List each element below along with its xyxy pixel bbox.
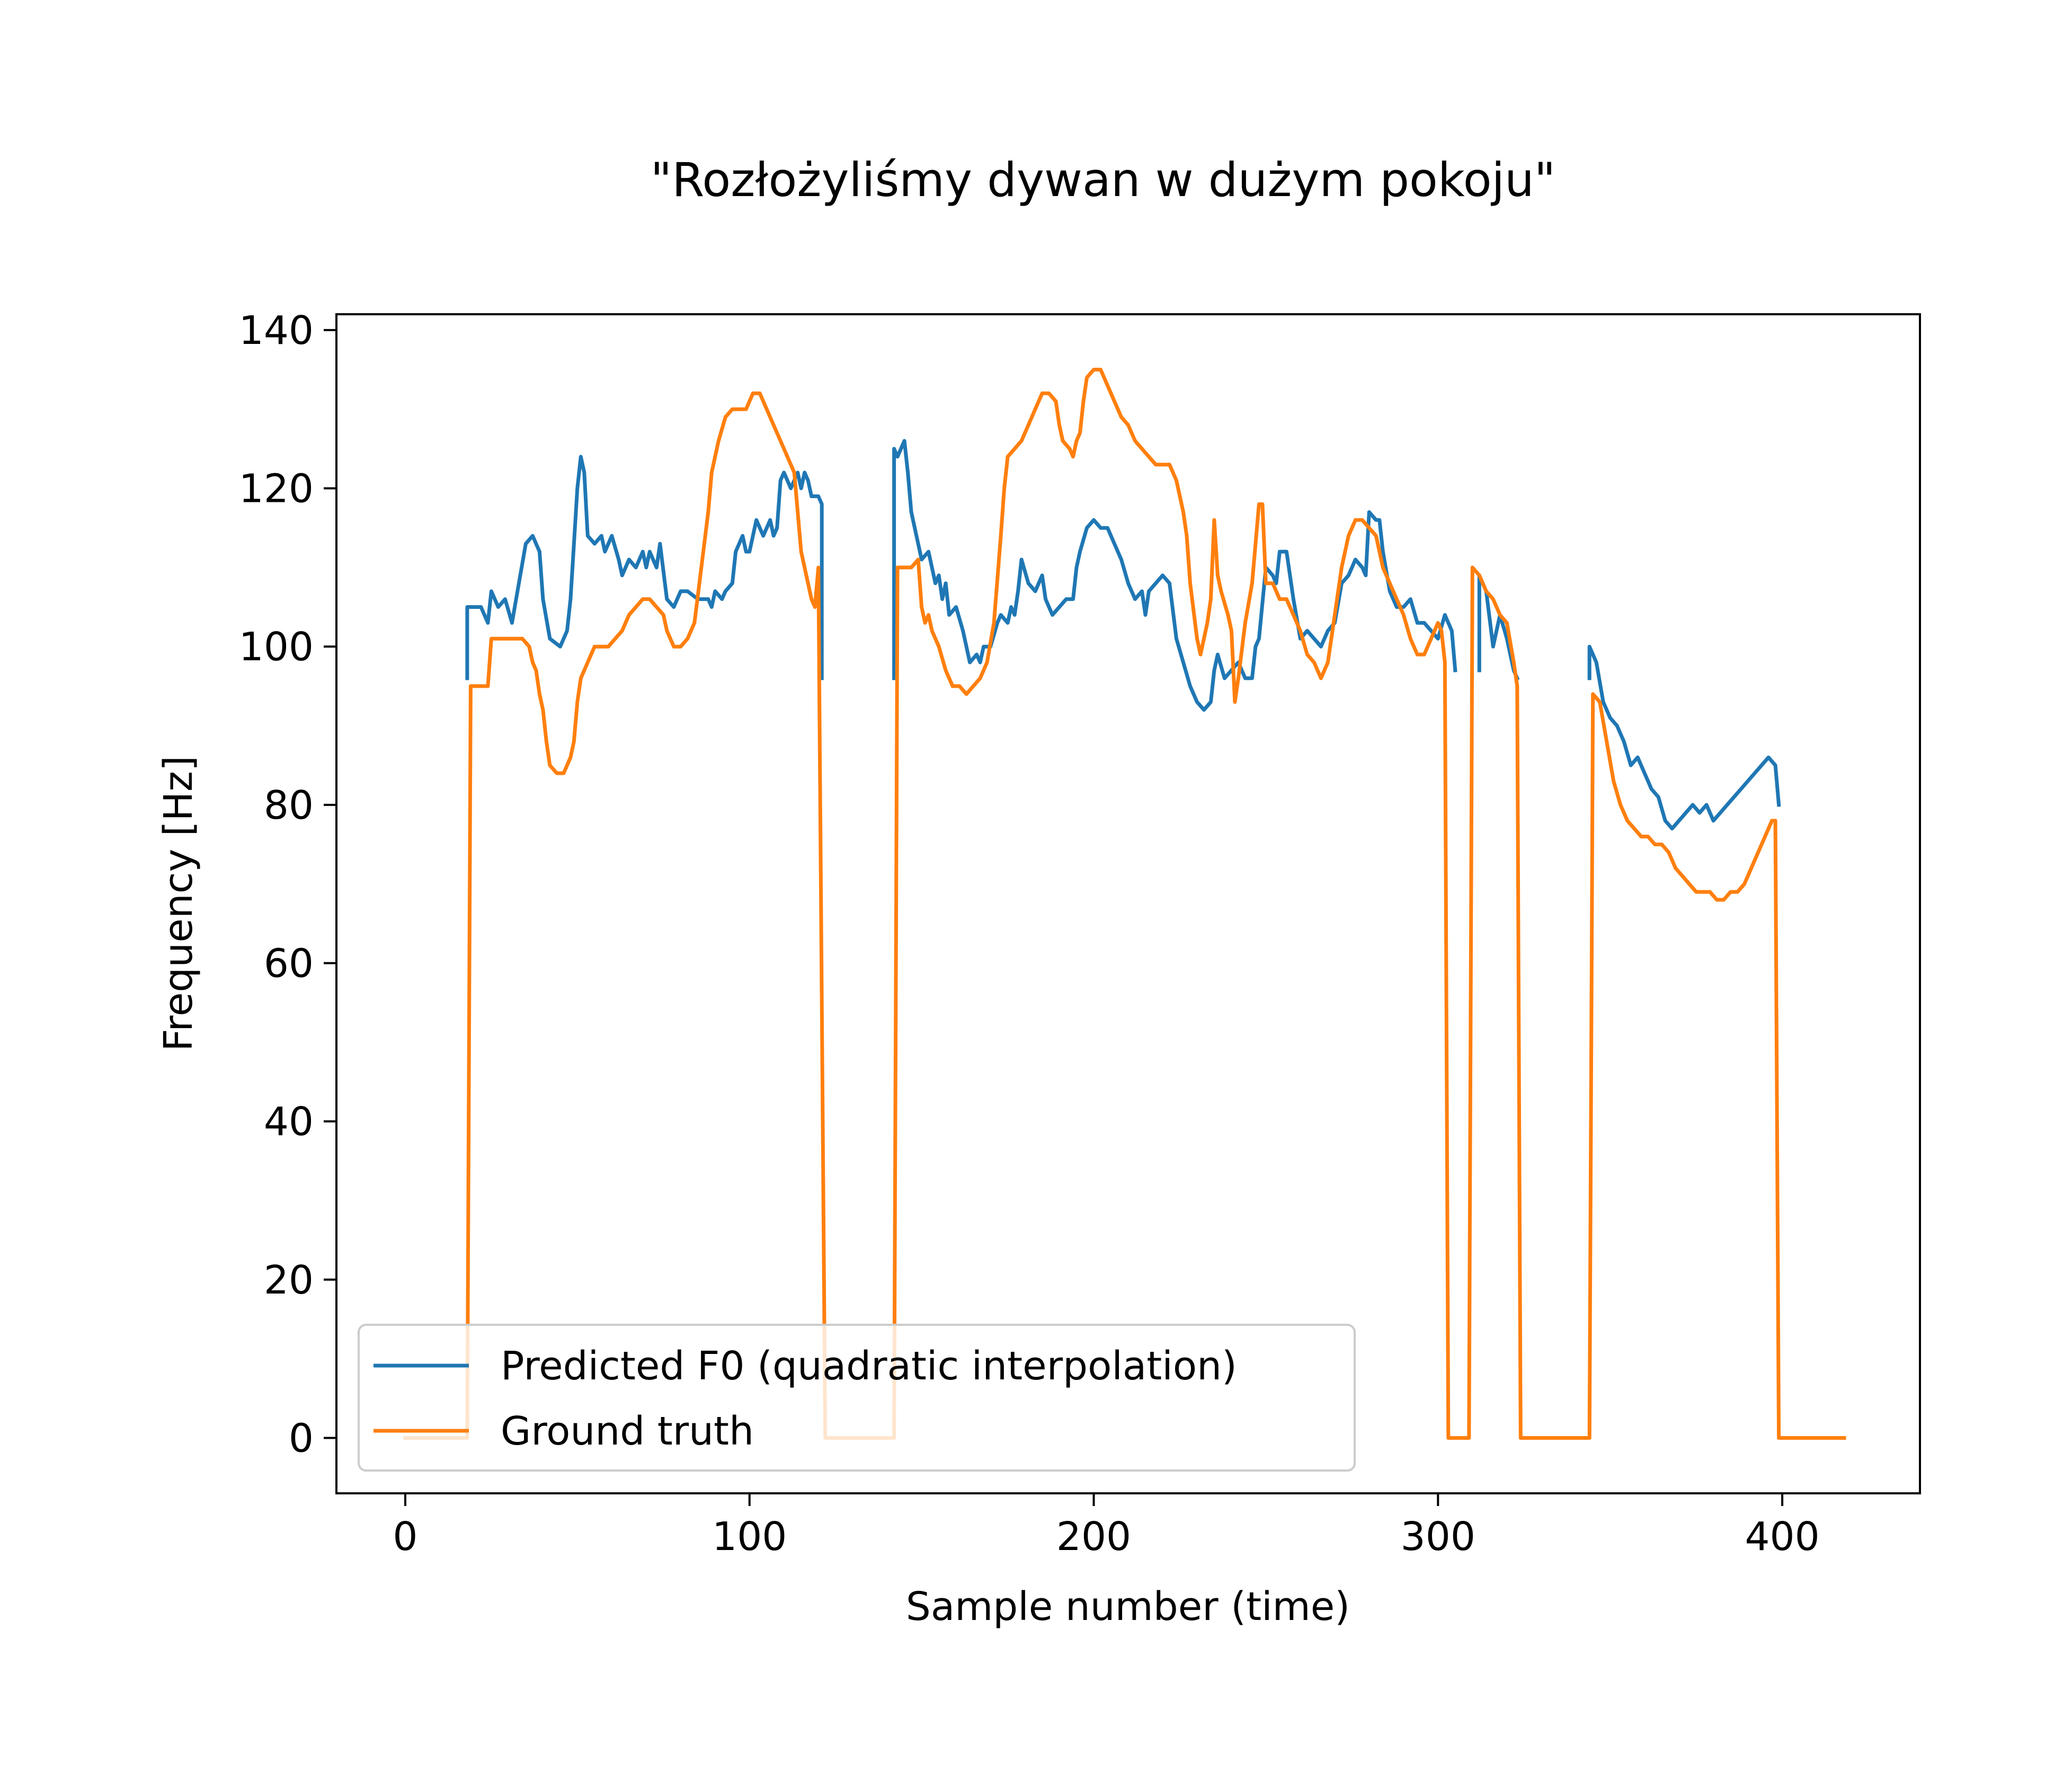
legend-box — [358, 1324, 1356, 1472]
x-tick-label: 300 — [1401, 1514, 1475, 1560]
x-tick-label: 200 — [1056, 1514, 1131, 1560]
y-tick-label: 20 — [264, 1257, 314, 1303]
y-tick-label: 140 — [239, 308, 314, 353]
y-axis: 0 20 40 60 80 100 120 140 — [239, 308, 336, 1461]
series-line-predicted-seg-0 — [465, 455, 824, 680]
legend: Predicted F0 (quadratic interpolation) G… — [358, 1324, 1356, 1472]
x-axis-label: Sample number (time) — [906, 1584, 1350, 1630]
y-tick-label: 60 — [264, 941, 314, 986]
series-layer — [403, 368, 1846, 1440]
series-line-predicted-seg-3 — [1587, 644, 1781, 831]
series-line-predicted-seg-1 — [892, 439, 1457, 712]
y-tick-label: 40 — [264, 1099, 314, 1145]
y-axis-label: Frequency [Hz] — [156, 756, 201, 1051]
y-tick-label: 100 — [239, 624, 314, 670]
y-tick-label: 80 — [264, 783, 314, 828]
y-tick-label: 0 — [289, 1415, 314, 1461]
x-tick-label: 100 — [712, 1514, 787, 1560]
chart-title: "Rozłożyliśmy dywan w dużym pokoju" — [651, 153, 1556, 207]
series-line-ground-truth — [403, 368, 1846, 1440]
y-tick-label: 120 — [239, 466, 314, 512]
legend-label-predicted: Predicted F0 (quadratic interpolation) — [501, 1343, 1237, 1389]
x-axis: 0 100 200 300 400 — [393, 1493, 1820, 1560]
plot-frame — [335, 313, 1921, 1494]
x-tick-label: 0 — [393, 1514, 417, 1560]
legend-label-ground-truth: Ground truth — [501, 1409, 754, 1454]
x-tick-label: 400 — [1745, 1514, 1819, 1560]
